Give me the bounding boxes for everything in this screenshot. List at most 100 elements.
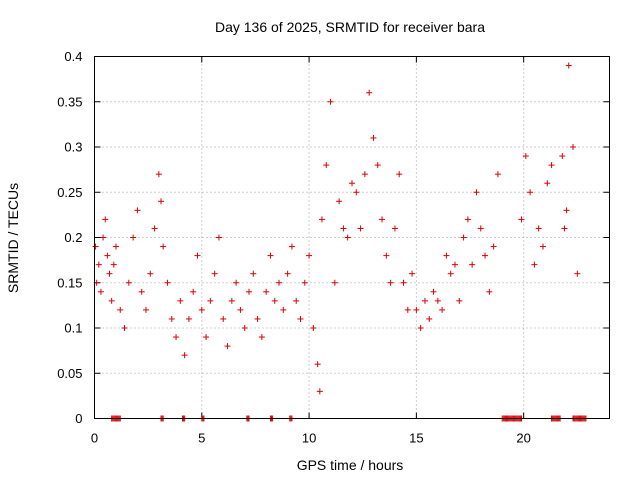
data-point <box>112 243 119 250</box>
data-point <box>121 325 128 331</box>
data-point <box>100 234 107 241</box>
grid <box>94 56 610 419</box>
data-point <box>284 270 291 277</box>
data-point <box>482 252 489 259</box>
data-point <box>374 162 381 169</box>
data-point <box>426 315 433 322</box>
y-tick-label: 0.2 <box>64 230 82 245</box>
data-point <box>314 361 321 368</box>
data-point <box>357 225 364 232</box>
data-point <box>490 243 497 250</box>
data-point <box>331 279 338 286</box>
data-point <box>310 325 317 331</box>
data-point <box>241 325 248 331</box>
data-point <box>280 306 287 313</box>
data-point <box>531 261 538 268</box>
data-point <box>391 225 398 232</box>
data-point <box>447 270 454 277</box>
data-point <box>518 216 525 223</box>
data-point <box>563 207 570 214</box>
y-tick-label: 0.3 <box>64 140 82 155</box>
data-point <box>464 216 471 223</box>
data-point <box>340 225 347 232</box>
data-point <box>168 315 175 322</box>
data-point <box>203 334 210 341</box>
x-tick-label: 5 <box>198 431 205 446</box>
data-point <box>211 270 218 277</box>
data-point <box>160 243 167 250</box>
data-point <box>535 225 542 232</box>
plot-frame <box>94 56 610 419</box>
data-point <box>95 261 102 268</box>
y-tick-label: 0.15 <box>57 275 82 290</box>
data-point <box>417 325 424 331</box>
data-point <box>263 288 270 295</box>
x-axis-label: GPS time / hours <box>297 457 404 473</box>
data-point <box>134 207 141 214</box>
data-point <box>198 306 205 313</box>
data-point <box>323 162 330 169</box>
data-point <box>383 252 390 259</box>
y-tick-label: 0 <box>75 411 82 426</box>
data-point <box>155 171 162 178</box>
data-point <box>237 306 244 313</box>
data-point <box>477 225 484 232</box>
data-point <box>522 153 529 160</box>
data-point <box>97 288 104 295</box>
y-axis-label: SRMTID / TECUs <box>5 183 21 293</box>
data-point <box>379 216 386 223</box>
data-point <box>544 180 551 187</box>
data-point <box>486 288 493 295</box>
data-point <box>130 234 137 241</box>
data-point <box>158 198 165 205</box>
data-point <box>254 315 261 322</box>
data-point <box>570 144 577 150</box>
chart-title: Day 136 of 2025, SRMTID for receiver bar… <box>215 19 485 35</box>
data-point <box>228 297 235 304</box>
data-point <box>220 315 227 322</box>
data-point <box>456 297 463 304</box>
data-point <box>353 189 360 196</box>
data-point <box>561 225 568 232</box>
data-point <box>293 297 300 304</box>
data-point <box>108 297 115 304</box>
data-point <box>539 243 546 250</box>
data-point <box>151 225 158 232</box>
data-point <box>430 288 437 295</box>
data-point <box>164 279 171 286</box>
data-point <box>443 252 450 259</box>
data-point <box>207 297 214 304</box>
y-tick-label: 0.25 <box>57 185 82 200</box>
data-point <box>301 279 308 286</box>
data-point <box>409 270 416 277</box>
data-point <box>138 288 145 295</box>
data-point <box>349 180 355 187</box>
data-point <box>190 288 197 295</box>
x-tick-label: 15 <box>409 431 423 446</box>
data-point <box>559 153 566 160</box>
data-point <box>387 279 394 286</box>
data-point <box>404 306 411 313</box>
data-point <box>366 89 373 96</box>
data-point <box>318 216 325 223</box>
data-point <box>177 297 184 304</box>
data-point <box>233 279 240 286</box>
axes: 0 0.05 0.1 0.15 0.2 0.25 0.3 0.35 0.4 0 5 10 15 20 <box>57 49 610 446</box>
data-point <box>574 270 581 277</box>
data-point <box>400 279 407 286</box>
data-point <box>92 243 99 250</box>
data-point <box>147 270 154 277</box>
data-point <box>185 315 192 322</box>
data-point <box>117 306 124 313</box>
data-point <box>173 334 180 341</box>
data-point <box>297 315 304 322</box>
data-point <box>548 162 555 169</box>
data-point <box>102 216 109 223</box>
y-tick-label: 0.35 <box>57 94 82 109</box>
data-point <box>215 234 222 241</box>
data-point <box>460 234 467 241</box>
x-tick-label: 20 <box>516 431 530 446</box>
y-tick-label: 0.05 <box>57 366 82 381</box>
x-tick-label: 0 <box>91 431 98 446</box>
